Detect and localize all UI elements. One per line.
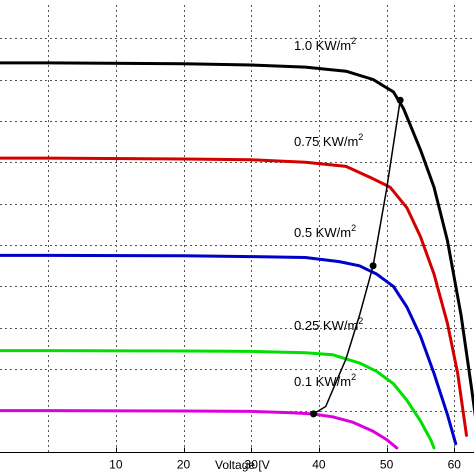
x-tick-label: 60 (448, 458, 462, 472)
mpp-marker (369, 262, 377, 270)
iv-curve-line (0, 409, 399, 450)
iv-curves (0, 61, 474, 450)
x-tick-label: 30 (245, 458, 259, 472)
series-label: 0.75 KW/m2 (294, 132, 363, 149)
mpp-trace-line (313, 100, 401, 415)
iv-curve-line (0, 253, 458, 446)
x-tick-label: 20 (177, 458, 191, 472)
x-tick-label: 50 (380, 458, 394, 472)
iv-curve-line (0, 156, 468, 437)
plot-axes (0, 447, 474, 453)
x-tick-label: 40 (312, 458, 326, 472)
iv-curve-line (0, 349, 436, 450)
mpp-marker (396, 96, 404, 104)
x-tick-label: 10 (109, 458, 123, 472)
grid-lines (0, 5, 474, 452)
iv-curve-line (0, 61, 474, 418)
x-axis-label: Voltage [V (215, 458, 270, 472)
series-label: 0.5 KW/m2 (294, 223, 356, 240)
series-label: 0.25 KW/m2 (294, 316, 363, 333)
series-label: 0.1 KW/m2 (294, 372, 356, 389)
series-label: 1.0 KW/m2 (294, 36, 356, 53)
x-tick-labels: 10 20 30 40 50 60 (109, 458, 461, 472)
series-labels: 1.0 KW/m2 0.75 KW/m2 0.5 KW/m2 0.25 KW/m2 0.… (294, 36, 363, 389)
mpp-marker (310, 410, 318, 418)
mpp-trace (310, 96, 404, 418)
